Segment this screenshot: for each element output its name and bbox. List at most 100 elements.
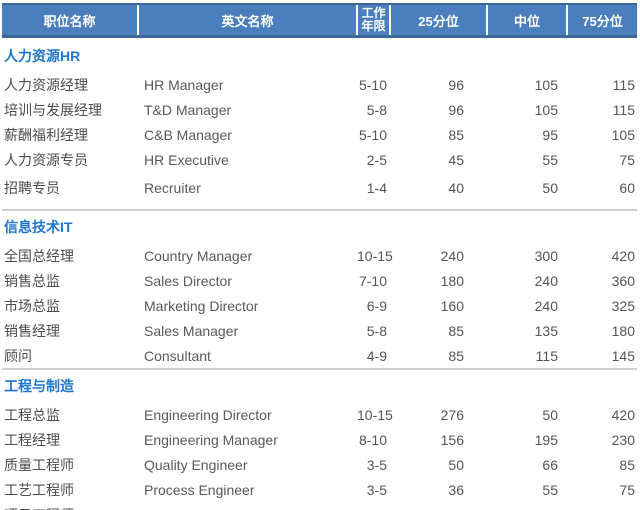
cell-position-cn: 全国总经理 <box>4 247 74 264</box>
cell-p25: 36 <box>390 502 487 510</box>
cell-p75: 115 <box>612 76 635 93</box>
cell-p75: 420 <box>611 247 635 264</box>
cell-position-cn: 销售总监 <box>4 272 60 289</box>
cell-p75: 325 <box>611 297 635 314</box>
section-title: 工程与制造 <box>2 368 637 402</box>
cell-median: 95 <box>542 126 558 143</box>
cell-p75: 115 <box>612 101 635 118</box>
cell-years: 1-4 <box>366 179 387 196</box>
cell-p25: 276 <box>440 406 464 423</box>
cell-years: 6-9 <box>366 297 387 314</box>
cell-p25: 45 <box>448 151 464 168</box>
cell-position-cn: 项目工程师 <box>2 502 138 510</box>
cell-p25: 160 <box>440 297 464 314</box>
cell-median: 105 <box>534 76 558 93</box>
cell-years: 7-10 <box>358 272 387 289</box>
table-row: 薪酬福利经理 C&B Manager 5-10 85 95 105 <box>2 122 637 147</box>
section-title: 信息技术IT <box>2 209 637 243</box>
cell-years: 5-8 <box>366 101 387 118</box>
cell-median: 105 <box>534 101 558 118</box>
cell-p75: 360 <box>611 272 635 289</box>
cell-position-cn: 工程经理 <box>4 431 60 448</box>
cell-median: 55 <box>487 502 567 510</box>
cell-median: 240 <box>534 297 558 314</box>
cell-position-en: Quality Engineer <box>144 456 248 473</box>
cell-p75: 85 <box>619 456 635 473</box>
cell-years: 4-9 <box>366 347 387 364</box>
cell-position-en: HR Manager <box>144 76 224 93</box>
section-header-row: 人力资源HR <box>2 37 637 73</box>
cell-position-cn: 工程总监 <box>4 406 60 423</box>
table-row: 全国总经理 Country Manager 10-15 240 300 420 <box>2 243 637 268</box>
cell-p25: 180 <box>440 272 464 289</box>
salary-table: 职位名称 英文名称 工作 年限 25分位 中位 75分位 人力资源HR 人力资源经… <box>2 3 637 510</box>
cell-p75: 60 <box>619 179 635 196</box>
col-header-median: 中位 <box>486 3 567 38</box>
cell-position-cn: 质量工程师 <box>4 456 74 473</box>
table-row: 招聘专员 Recruiter 1-4 40 50 60 <box>2 172 637 210</box>
cell-p25: 36 <box>448 481 464 498</box>
section-title: 人力资源HR <box>4 48 81 64</box>
table-row: 工程总监 Engineering Director 10-15 276 50 420 <box>2 402 637 427</box>
cell-p25: 240 <box>440 247 464 264</box>
cell-position-en: T&D Manager <box>144 101 232 118</box>
col-header-years-line2: 年限 <box>361 19 386 33</box>
cell-p75: 420 <box>611 406 635 423</box>
cell-p75: 180 <box>611 322 635 339</box>
header-row: 职位名称 英文名称 工作 年限 25分位 中位 75分位 <box>2 3 637 38</box>
cell-p25: 40 <box>448 179 464 196</box>
table-row: 销售经理 Sales Manager 5-8 85 135 180 <box>2 318 637 343</box>
table-row: 质量工程师 Quality Engineer 3-5 50 66 85 <box>2 452 637 477</box>
salary-table-page: 职位名称 英文名称 工作 年限 25分位 中位 75分位 人力资源HR 人力资源经… <box>0 3 640 510</box>
col-header-position-en: 英文名称 <box>137 3 357 38</box>
table-row: 顾问 Consultant 4-9 85 115 145 <box>2 343 637 369</box>
cell-median: 66 <box>542 456 558 473</box>
cell-position-cn: 薪酬福利经理 <box>4 126 88 143</box>
cell-median: 50 <box>542 179 558 196</box>
cell-p25: 85 <box>448 347 464 364</box>
cell-years: 2-5 <box>366 151 387 168</box>
cell-years: 5-10 <box>358 126 387 143</box>
cell-years: 5-8 <box>366 322 387 339</box>
cell-position-cn: 人力资源专员 <box>4 151 88 168</box>
cell-position-cn: 市场总监 <box>4 297 60 314</box>
table-row: 销售总监 Sales Director 7-10 180 240 360 <box>2 268 637 293</box>
cell-median: 55 <box>542 481 558 498</box>
cell-position-cn: 招聘专员 <box>4 179 60 196</box>
cell-position-en: Engineering Manager <box>144 431 278 448</box>
cell-years: 10-15 <box>357 406 393 423</box>
table-row: 培训与发展经理 T&D Manager 5-8 96 105 115 <box>2 97 637 122</box>
cell-position-cn: 培训与发展经理 <box>4 101 102 118</box>
cell-position-en: Consultant <box>144 347 211 364</box>
cell-p75: 145 <box>611 347 635 364</box>
cell-position-cn: 工艺工程师 <box>4 481 74 498</box>
cell-years: 8-10 <box>358 431 387 448</box>
cell-years: 3-5 <box>366 481 387 498</box>
table-row: 工程经理 Engineering Manager 8-10 156 195 230 <box>2 427 637 452</box>
cell-years: 5-10 <box>358 76 387 93</box>
cell-p75: 75 <box>567 502 637 510</box>
cell-years: 3-5 <box>357 502 390 510</box>
cell-position-en: C&B Manager <box>144 126 232 143</box>
cell-p25: 96 <box>448 101 464 118</box>
cell-median: 135 <box>534 322 558 339</box>
cell-median: 115 <box>535 347 558 364</box>
cell-position-en: Engineering Director <box>144 406 272 423</box>
cell-position-cn: 顾问 <box>4 347 32 364</box>
cell-p25: 85 <box>448 322 464 339</box>
cell-p25: 50 <box>448 456 464 473</box>
cell-years: 10-15 <box>357 247 393 264</box>
cell-position-en: Sales Director <box>144 272 232 289</box>
col-header-p75: 75分位 <box>566 3 637 38</box>
cell-position-cn: 销售经理 <box>4 322 60 339</box>
cell-position-en: Sales Manager <box>144 322 239 339</box>
cell-median: 55 <box>542 151 558 168</box>
cell-position-en: HR Executive <box>144 151 229 168</box>
col-header-position-cn: 职位名称 <box>2 3 138 38</box>
cell-position-en: Process Engineer <box>144 481 255 498</box>
col-header-years-line1: 工作 <box>361 6 386 20</box>
cell-position-en: Project Engineer <box>138 502 357 510</box>
cell-years: 3-5 <box>366 456 387 473</box>
cell-median: 50 <box>542 406 558 423</box>
